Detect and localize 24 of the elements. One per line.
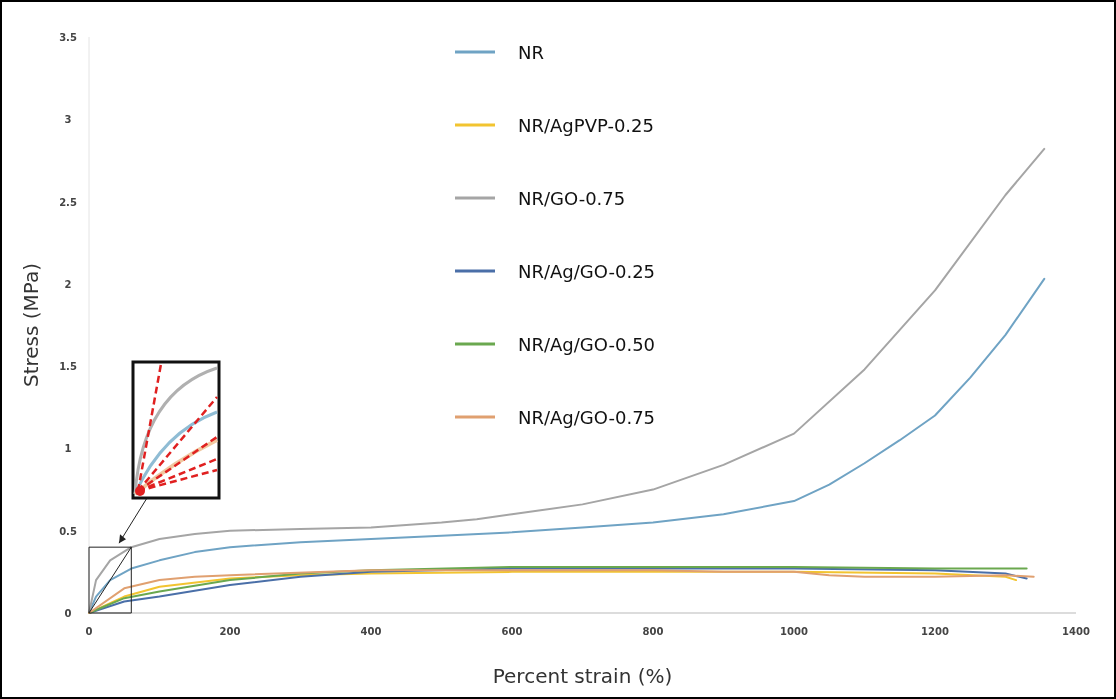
y-tick-label: 2 xyxy=(64,278,72,290)
legend-label: NR xyxy=(518,42,544,63)
legend-label: NR/AgPVP-0.25 xyxy=(518,115,654,136)
y-tick-label: 0 xyxy=(64,608,72,619)
y-tick-label: 3.5 xyxy=(59,32,77,43)
y-tick-label: 3 xyxy=(64,114,72,126)
x-tick-label: 200 xyxy=(219,626,241,637)
x-axis-title: Percent strain (%) xyxy=(492,664,673,688)
legend-label: NR/Ag/GO-0.50 xyxy=(518,334,656,355)
x-tick-label: 1200 xyxy=(921,626,949,637)
legend-label: NR/Ag/GO-0.75 xyxy=(518,407,656,428)
x-tick-label: 400 xyxy=(360,626,382,637)
y-axis-title: Stress (MPa) xyxy=(19,262,43,388)
x-tick-label: 0 xyxy=(85,626,93,637)
y-tick-label: 1.5 xyxy=(59,361,77,373)
legend-label: NR/GO-0.75 xyxy=(518,188,626,209)
y-tick-label: 1 xyxy=(64,443,72,455)
y-tick-label: 2.5 xyxy=(59,196,77,208)
x-tick-label: 800 xyxy=(642,626,664,637)
x-tick-label: 1400 xyxy=(1062,626,1090,637)
x-tick-label: 600 xyxy=(501,626,523,637)
x-tick-label: 1000 xyxy=(780,626,808,637)
y-tick-label: 0.5 xyxy=(59,525,77,537)
legend-label: NR/Ag/GO-0.25 xyxy=(518,261,656,282)
